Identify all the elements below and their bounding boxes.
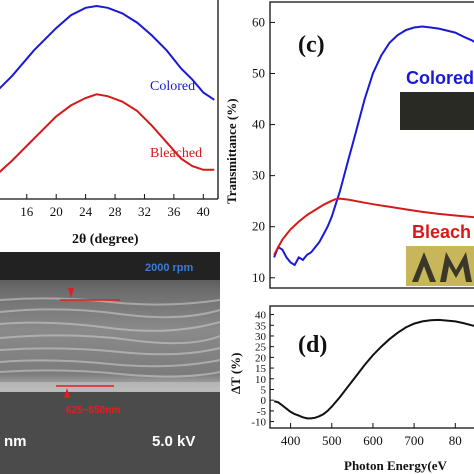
panel-d-x-tick-label: 700 xyxy=(404,433,424,448)
xrd-series-group xyxy=(0,4,215,174)
panel-c-y-tick-label: 40 xyxy=(252,117,265,132)
panel-c-series-colored xyxy=(273,25,474,267)
panel-d-x-tick-label: 600 xyxy=(363,433,383,448)
xrd-tick-label: 24 xyxy=(79,204,93,219)
panel-c-y-tick-label: 50 xyxy=(252,66,265,81)
xrd-tick-label: 20 xyxy=(50,204,63,219)
panel-d-x-ticks: 400 500 600 700 80 xyxy=(281,423,462,448)
panel-d-y-tick-label: 10 xyxy=(255,374,267,386)
sem-top-dark xyxy=(0,252,220,280)
sem-arrow-bottom xyxy=(64,388,70,398)
panel-d-series-group xyxy=(273,318,474,420)
panel-d-letter: (d) xyxy=(298,332,327,358)
sem-rpm-label: 2000 rpm xyxy=(145,262,194,274)
sem-thickness-label: 625~650nm xyxy=(66,405,120,416)
sem-arrow-top xyxy=(68,288,74,298)
xrd-tick-label: 28 xyxy=(109,204,122,219)
panel-d-y-tick-label: 5 xyxy=(261,384,267,396)
panel-d-x-tick-label: 80 xyxy=(449,433,462,448)
panel-c-series-group xyxy=(273,25,474,267)
panel-d-y-tick-label: 0 xyxy=(261,395,267,407)
panel-d-series-delta-t xyxy=(273,318,474,420)
xrd-tick-label: 32 xyxy=(138,204,151,219)
xrd-x-ticks: 16 20 24 28 32 36 40 xyxy=(20,194,210,219)
bleached-photo-letter-m xyxy=(440,252,472,282)
sem-voltage: 5.0 kV xyxy=(152,433,195,450)
panel-c-letter: (c) xyxy=(298,32,325,58)
sem-scale-unit: nm xyxy=(4,433,27,450)
panel-c: 10 20 30 40 50 60 (c) Colored Bleach Transmit… xyxy=(224,1,474,289)
panel-d-y-tick-label: 15 xyxy=(255,363,267,375)
panel-d-y-tick-label: -10 xyxy=(251,417,266,429)
panel-d-y-tick-label: 30 xyxy=(255,331,267,343)
sem-interface xyxy=(0,382,220,392)
xrd-series-colored xyxy=(0,4,215,101)
panel-d-x-axis-label: Photon Energy(eV xyxy=(344,458,448,473)
sem-substrate xyxy=(0,392,220,474)
panel-c-y-tick-label: 30 xyxy=(252,168,265,183)
panel-d-y-tick-label: -5 xyxy=(257,406,267,418)
panel-d-y-tick-label: 35 xyxy=(255,320,267,332)
panel-d-y-axis-label: ΔT (%) xyxy=(228,353,243,395)
panel-c-colored-label: Colored xyxy=(406,68,474,88)
panel-c-y-axis-label: Transmittance (%) xyxy=(224,98,239,204)
panel-d-y-tick-label: 20 xyxy=(255,352,267,364)
xrd-tick-label: 40 xyxy=(197,204,210,219)
panel-c-y-tick-label: 20 xyxy=(252,219,265,234)
panel-c-frame xyxy=(269,1,474,289)
xrd-panel: 16 20 24 28 32 36 40 Colored Bleached 2θ (degr… xyxy=(0,0,219,247)
sem-film-layers xyxy=(0,297,221,378)
xrd-legend-colored: Colored xyxy=(150,79,195,94)
xrd-x-axis-label: 2θ (degree) xyxy=(72,232,139,247)
panel-d-x-tick-label: 500 xyxy=(322,433,342,448)
bleached-photo-letter-a xyxy=(412,252,436,282)
xrd-legend-bleached: Bleached xyxy=(150,146,202,161)
xrd-tick-label: 16 xyxy=(20,204,34,219)
panel-c-y-tick-label: 60 xyxy=(252,14,265,29)
panel-c-y-ticks: 10 20 30 40 50 60 xyxy=(252,14,275,285)
panel-c-bleached-label: Bleach xyxy=(412,222,471,242)
xrd-tick-label: 36 xyxy=(167,204,181,219)
panel-c-series-bleached xyxy=(273,197,474,256)
colored-film-photo xyxy=(400,92,474,130)
panel-c-y-tick-label: 10 xyxy=(252,270,265,285)
panel-d-y-tick-label: 25 xyxy=(255,342,267,354)
sem-panel: 2000 rpm 625~650nm nm 5.0 kV xyxy=(0,252,221,474)
panel-d-x-tick-label: 400 xyxy=(281,433,301,448)
panel-d-y-tick-label: 40 xyxy=(255,310,267,322)
panel-d-frame xyxy=(269,305,474,429)
xrd-series-bleached xyxy=(0,93,215,174)
